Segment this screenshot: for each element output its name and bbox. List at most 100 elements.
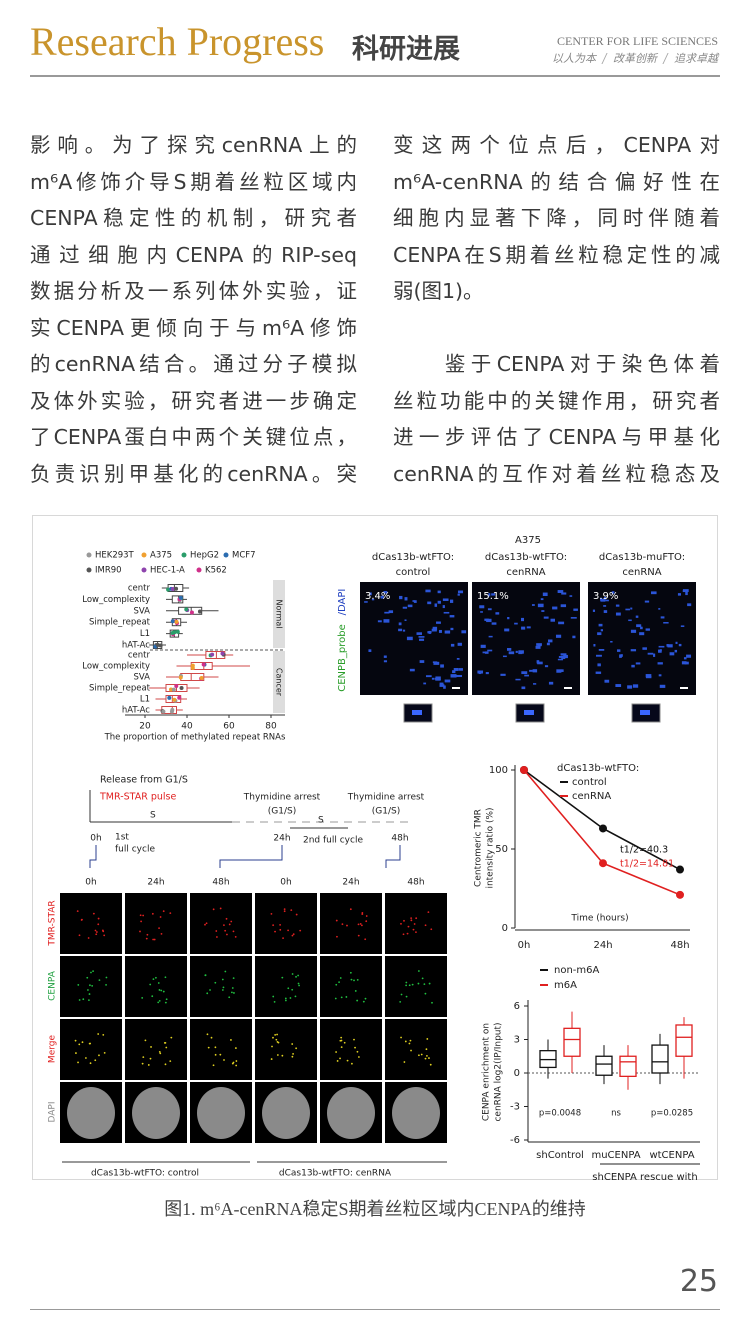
chromosome <box>443 611 450 614</box>
chromosome <box>563 654 568 659</box>
signal <box>350 978 353 981</box>
signal <box>339 977 342 979</box>
signal <box>276 1033 278 1036</box>
chromosome <box>515 678 521 681</box>
chromosome <box>521 617 525 622</box>
signal <box>426 1038 429 1040</box>
signal <box>425 1048 428 1051</box>
arrest-label: Thymidine arrest <box>243 793 321 803</box>
signal <box>97 923 100 926</box>
chromosome <box>434 603 438 607</box>
phase-label: S <box>318 816 324 826</box>
signal <box>400 922 402 925</box>
row-label: Simple_repeat <box>89 684 151 694</box>
box <box>619 1055 637 1078</box>
separator <box>601 52 608 64</box>
signal <box>214 1046 217 1049</box>
row-label: hAT-Ac <box>122 706 150 716</box>
signal <box>81 1041 84 1044</box>
signal <box>295 975 297 978</box>
signal <box>297 974 300 977</box>
micrograph <box>385 893 447 954</box>
signal <box>276 1054 279 1056</box>
chromosome <box>487 608 492 611</box>
signal <box>284 997 287 1000</box>
chromosome <box>632 684 639 688</box>
signal <box>231 1062 234 1065</box>
chromosome <box>425 589 431 593</box>
organization: CENTER FOR LIFE SCIENCES <box>556 34 718 48</box>
chromosome <box>480 644 486 648</box>
signal <box>364 938 367 941</box>
chromosome <box>437 590 441 594</box>
chromosome <box>604 679 610 683</box>
chromosome <box>687 603 692 607</box>
chromosome <box>407 604 413 608</box>
text-column: 影响。为了探究cenRNA上的 m⁶A修饰介导S期着丝粒区域内 CENPA稳定性的机… <box>30 127 357 492</box>
chromosome <box>491 593 496 596</box>
signal <box>403 1061 406 1063</box>
chromosome <box>368 649 372 652</box>
signal <box>430 928 433 931</box>
chromosome <box>600 629 604 632</box>
chromosome <box>595 671 602 674</box>
chromosome <box>669 652 675 656</box>
chromosome <box>536 660 540 664</box>
signal <box>94 1059 97 1062</box>
row-label: L1 <box>140 695 150 705</box>
legend-symbol <box>196 567 202 573</box>
signal <box>164 1001 167 1004</box>
chromosome <box>657 662 663 665</box>
chromosome <box>561 592 567 595</box>
micrograph <box>125 893 187 954</box>
legend-symbol <box>86 567 92 573</box>
signal <box>429 1063 432 1066</box>
y-tick-label: 100 <box>489 765 508 776</box>
chromosome <box>658 649 662 653</box>
signal <box>204 923 206 926</box>
chromosome <box>616 649 621 652</box>
x-tick-label: 48h <box>670 940 689 951</box>
connector <box>385 845 401 868</box>
cycle-label: 2nd full cycle <box>303 836 363 846</box>
chromosome <box>535 645 541 649</box>
chromosome <box>681 661 687 665</box>
chromosome <box>611 591 615 594</box>
chromosome <box>457 590 464 594</box>
signal <box>360 924 363 927</box>
signal <box>204 974 207 977</box>
signal <box>359 923 362 925</box>
signal <box>82 998 85 1001</box>
signal <box>406 932 409 935</box>
column-header: 48h <box>212 878 229 888</box>
chromosome <box>627 685 633 689</box>
signal <box>290 909 293 912</box>
chromosome <box>457 642 462 646</box>
signal <box>76 910 79 912</box>
chromosome <box>677 593 682 596</box>
chromosome <box>479 605 485 609</box>
signal <box>151 912 154 915</box>
signal <box>335 1051 338 1053</box>
signal <box>284 999 287 1002</box>
group-label: shCENPA rescue with <box>592 1172 697 1180</box>
figure: HEK293T A375 HepG2 MCF7 IMR90 HEC-1-A K562 Norm… <box>32 515 718 1180</box>
text-line: m⁶A-cenRNA的结合偏好性在 <box>393 169 720 194</box>
micrograph <box>60 956 122 1017</box>
row-label: SVA <box>134 673 151 683</box>
chromosome <box>443 685 446 689</box>
signal <box>102 1033 105 1036</box>
chromosome <box>416 632 423 635</box>
signal <box>270 1058 273 1060</box>
chromosome <box>506 648 512 651</box>
micrograph <box>60 1019 122 1080</box>
x-tick-label: 20 <box>139 722 151 732</box>
signal <box>91 984 94 987</box>
signal <box>272 995 275 998</box>
point <box>599 859 607 868</box>
chromosome <box>598 623 603 627</box>
signal <box>409 1039 412 1042</box>
column-label: control <box>396 567 431 578</box>
signal <box>295 913 298 916</box>
